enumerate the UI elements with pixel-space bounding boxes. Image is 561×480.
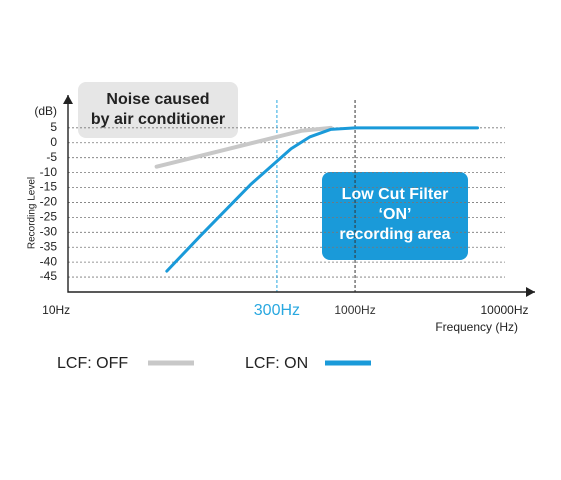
y-tick-label: 0 [50,135,57,149]
y-tick-label: -10 [40,165,58,179]
legend-label: LCF: OFF [57,355,128,372]
x-tick-label: 10000Hz [480,303,528,317]
lcf-box [322,172,468,260]
annotation: Noise caused [106,91,209,108]
y-tick-label: -35 [40,239,58,253]
annotation: recording area [339,226,450,243]
y-axis-label: Recording Level [27,177,38,249]
y-tick-label: -15 [40,180,58,194]
y-tick-label: -20 [40,195,58,209]
annotation: by air conditioner [91,111,225,128]
y-arrow [63,95,73,104]
series-line [154,125,333,169]
y-tick-label: -30 [40,224,58,238]
y-unit: (dB) [34,104,57,118]
x-axis-label: Frequency (Hz) [435,320,518,334]
x-arrow [526,287,535,297]
x-tick-label: 300Hz [254,302,300,319]
annotation: Low Cut Filter [342,186,449,203]
x-tick-label: 1000Hz [334,303,375,317]
y-tick-label: -25 [40,210,58,224]
noise-box [78,82,238,138]
axes [67,95,535,293]
x-tick-label: 10Hz [42,303,70,317]
y-tick-label: -45 [40,269,58,283]
y-tick-label: 5 [50,120,57,134]
series-line [165,126,480,273]
y-tick-label: -40 [40,254,58,268]
legend-label: LCF: ON [245,355,308,372]
annotation: ‘ON’ [379,206,412,223]
y-tick-label: -5 [46,150,57,164]
